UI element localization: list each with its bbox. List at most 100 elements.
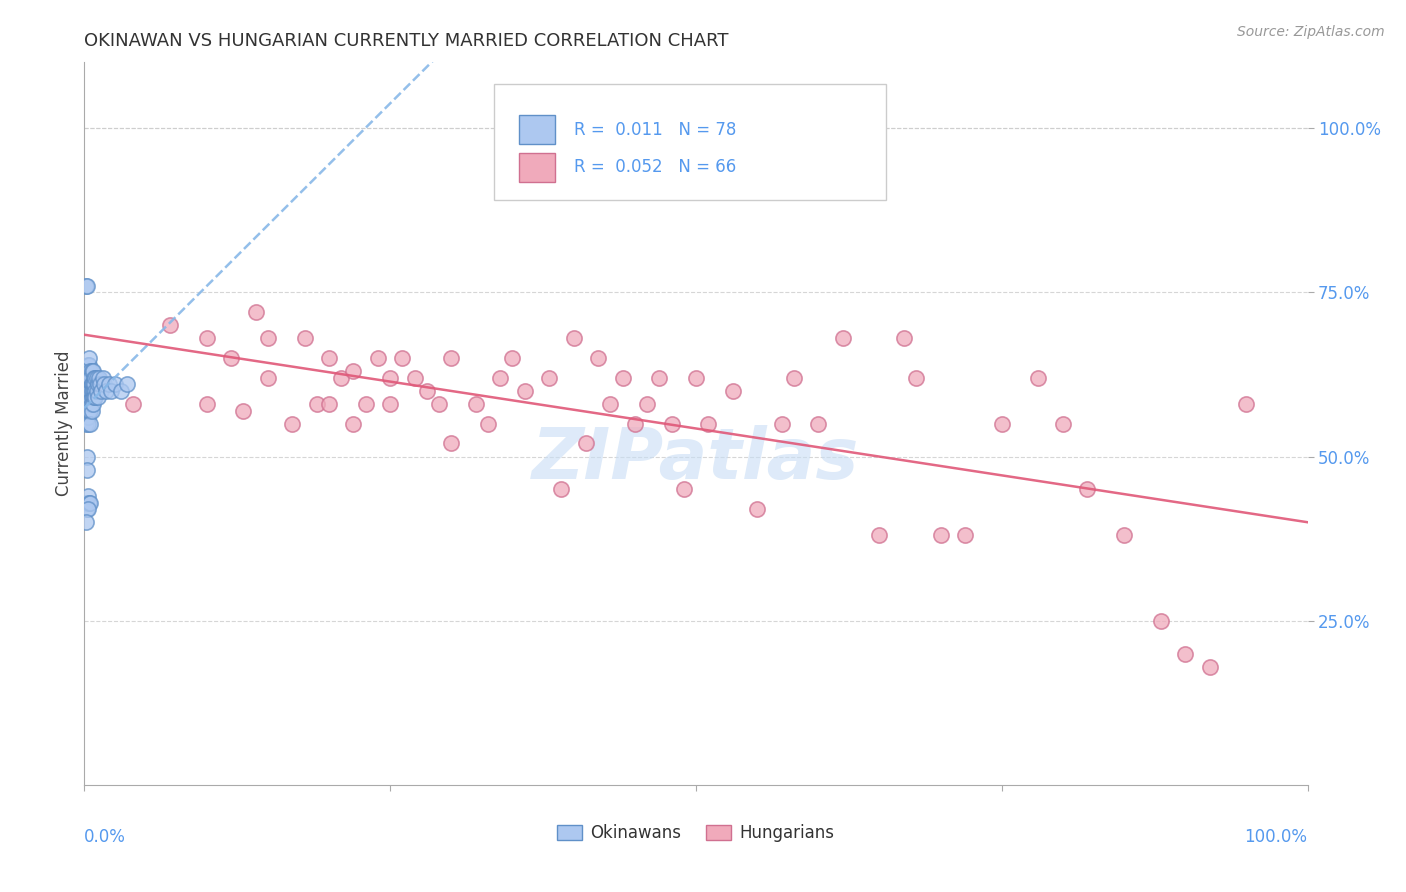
Point bbox=[380, 397, 402, 411]
Point bbox=[80, 391, 103, 405]
Point bbox=[77, 384, 100, 398]
Point bbox=[87, 391, 110, 405]
Point bbox=[697, 417, 720, 431]
Point bbox=[80, 377, 103, 392]
Point bbox=[1150, 614, 1173, 628]
Point bbox=[77, 489, 100, 503]
Point bbox=[77, 502, 100, 516]
Point bbox=[953, 528, 976, 542]
Point bbox=[195, 397, 218, 411]
Text: 0.0%: 0.0% bbox=[84, 829, 127, 847]
Point bbox=[929, 528, 952, 542]
Point bbox=[905, 370, 928, 384]
Point bbox=[562, 331, 585, 345]
Point bbox=[84, 370, 107, 384]
Point bbox=[110, 384, 132, 398]
Legend: Okinawans, Hungarians: Okinawans, Hungarians bbox=[551, 818, 841, 849]
Point bbox=[416, 384, 439, 398]
Point bbox=[1236, 397, 1258, 411]
Point bbox=[440, 436, 463, 450]
Point bbox=[612, 370, 634, 384]
Point bbox=[83, 391, 105, 405]
Point bbox=[79, 370, 101, 384]
Point bbox=[747, 502, 769, 516]
Point bbox=[80, 397, 103, 411]
Point bbox=[440, 351, 463, 365]
Point bbox=[1114, 528, 1136, 542]
Point bbox=[489, 370, 512, 384]
Point bbox=[318, 397, 340, 411]
Point bbox=[97, 377, 120, 392]
Point bbox=[404, 370, 426, 384]
Point bbox=[76, 463, 98, 477]
Point bbox=[77, 364, 100, 378]
Point bbox=[636, 397, 658, 411]
Point bbox=[79, 377, 101, 392]
Point bbox=[77, 358, 100, 372]
Point bbox=[538, 370, 561, 384]
Point bbox=[77, 358, 100, 372]
Point bbox=[75, 278, 97, 293]
Text: ZIPatlas: ZIPatlas bbox=[533, 425, 859, 494]
Point bbox=[721, 384, 744, 398]
Point bbox=[893, 331, 915, 345]
Point bbox=[77, 377, 100, 392]
Point bbox=[122, 397, 145, 411]
Point bbox=[76, 450, 98, 464]
Point bbox=[79, 417, 101, 431]
Point bbox=[87, 370, 110, 384]
Point bbox=[219, 351, 242, 365]
Point bbox=[76, 384, 98, 398]
Point bbox=[257, 370, 280, 384]
Point bbox=[464, 397, 486, 411]
Point bbox=[77, 391, 100, 405]
Point bbox=[330, 370, 353, 384]
Point bbox=[75, 384, 97, 398]
Point bbox=[195, 331, 218, 345]
Point bbox=[76, 278, 98, 293]
Point bbox=[84, 391, 107, 405]
Point bbox=[77, 410, 100, 425]
Point bbox=[586, 351, 609, 365]
Point bbox=[96, 384, 118, 398]
Point bbox=[76, 391, 98, 405]
Point bbox=[82, 397, 104, 411]
Point bbox=[232, 403, 254, 417]
Point bbox=[77, 370, 100, 384]
Point bbox=[80, 364, 103, 378]
Text: Source: ZipAtlas.com: Source: ZipAtlas.com bbox=[1237, 25, 1385, 39]
Point bbox=[318, 351, 340, 365]
Text: R =  0.052   N = 66: R = 0.052 N = 66 bbox=[574, 158, 735, 177]
Point bbox=[75, 397, 97, 411]
Point bbox=[79, 364, 101, 378]
Point bbox=[342, 364, 364, 378]
Point bbox=[1198, 659, 1220, 673]
Point bbox=[83, 384, 105, 398]
Point bbox=[1052, 417, 1074, 431]
Point bbox=[93, 377, 115, 392]
Point bbox=[354, 397, 377, 411]
Point bbox=[82, 384, 104, 398]
Point bbox=[77, 377, 100, 392]
Point bbox=[79, 384, 101, 398]
Point bbox=[661, 417, 683, 431]
Point bbox=[77, 384, 100, 398]
Point bbox=[76, 502, 98, 516]
Point bbox=[104, 377, 127, 392]
Point bbox=[807, 417, 830, 431]
Text: OKINAWAN VS HUNGARIAN CURRENTLY MARRIED CORRELATION CHART: OKINAWAN VS HUNGARIAN CURRENTLY MARRIED … bbox=[84, 32, 728, 50]
Point bbox=[76, 403, 98, 417]
Point bbox=[502, 351, 524, 365]
Point bbox=[91, 370, 114, 384]
Point bbox=[83, 377, 105, 392]
Point bbox=[87, 377, 110, 392]
Point bbox=[79, 495, 101, 509]
Point bbox=[77, 397, 100, 411]
Point bbox=[624, 417, 647, 431]
Point bbox=[77, 403, 100, 417]
Point bbox=[77, 351, 100, 365]
Point bbox=[89, 377, 111, 392]
FancyBboxPatch shape bbox=[494, 84, 886, 200]
Point bbox=[550, 483, 572, 497]
Point bbox=[991, 417, 1014, 431]
